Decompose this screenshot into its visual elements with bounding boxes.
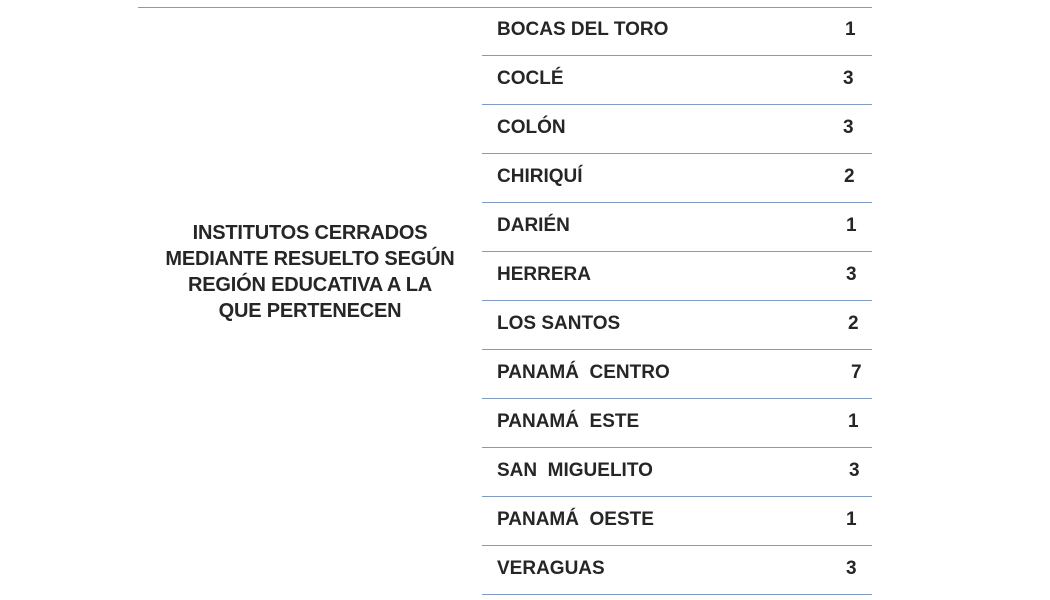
caption-line-2: MEDIANTE RESUELTO SEGÚN: [165, 248, 455, 270]
region-count: 3: [846, 264, 857, 285]
region-count: 3: [843, 117, 854, 138]
table-row: COCLÉ 3: [482, 56, 872, 105]
table-row: PANAMÁ OESTE 1: [482, 497, 872, 546]
table-row: LOS SANTOS 2: [482, 301, 872, 350]
region-count: 3: [849, 460, 860, 481]
table-row: PANAMÁ ESTE 1: [482, 399, 872, 448]
table-row: HERRERA 3: [482, 252, 872, 301]
region-table: BOCAS DEL TORO 1 COCLÉ 3 COLÓN 3 CHIRIQU…: [482, 7, 872, 595]
table-caption: INSTITUTOS CERRADOS MEDIANTE RESUELTO SE…: [138, 220, 482, 324]
region-count: 7: [851, 362, 862, 383]
region-name: SAN MIGUELITO: [497, 460, 653, 481]
region-count: 3: [846, 558, 857, 579]
table-row: PANAMÁ CENTRO 7: [482, 350, 872, 399]
region-name: PANAMÁ OESTE: [497, 509, 654, 530]
region-name: HERRERA: [497, 264, 591, 285]
table-top-rule: [138, 7, 872, 8]
region-count: 1: [845, 19, 856, 40]
caption-line-3: REGIÓN EDUCATIVA A LA: [188, 274, 432, 296]
region-count: 2: [848, 313, 859, 334]
region-name: COLÓN: [497, 117, 566, 138]
table-row: BOCAS DEL TORO 1: [482, 7, 872, 56]
caption-line-4: QUE PERTENECEN: [218, 300, 402, 322]
region-name: DARIÉN: [497, 215, 570, 236]
region-name: BOCAS DEL TORO: [497, 19, 669, 40]
region-count: 1: [846, 509, 857, 530]
region-name: PANAMÁ CENTRO: [497, 362, 670, 383]
region-name: LOS SANTOS: [497, 313, 621, 334]
region-name: VERAGUAS: [497, 558, 605, 579]
region-count: 2: [844, 166, 855, 187]
region-count: 1: [846, 215, 857, 236]
table-row: SAN MIGUELITO 3: [482, 448, 872, 497]
caption-line-1: INSTITUTOS CERRADOS: [192, 222, 428, 244]
table-row: CHIRIQUÍ 2: [482, 154, 872, 203]
region-name: COCLÉ: [497, 68, 564, 89]
region-name: PANAMÁ ESTE: [497, 411, 640, 432]
region-count: 3: [843, 68, 854, 89]
table-row: COLÓN 3: [482, 105, 872, 154]
table-row: DARIÉN 1: [482, 203, 872, 252]
table-row: VERAGUAS 3: [482, 546, 872, 595]
region-count: 1: [848, 411, 859, 432]
region-name: CHIRIQUÍ: [497, 166, 583, 187]
